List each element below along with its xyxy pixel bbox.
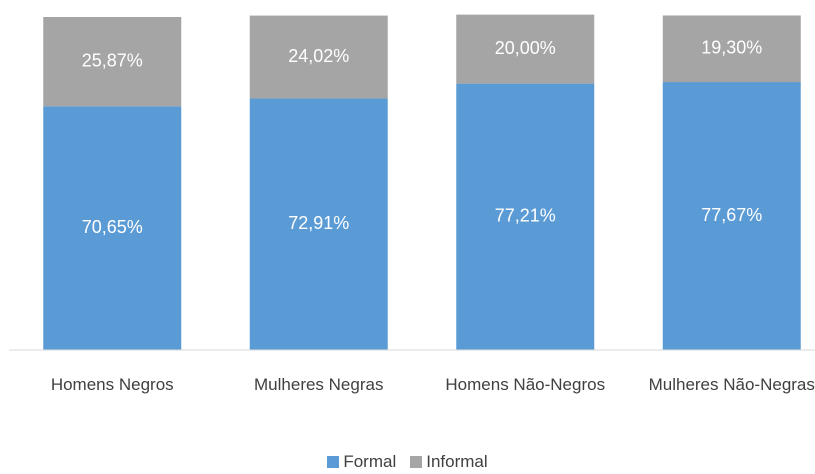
data-label: 72,91% [288, 213, 349, 233]
data-label: 20,00% [495, 38, 556, 58]
x-tick-label: Homens Não-Negros [445, 375, 606, 394]
bar-segment [662, 82, 801, 350]
legend-label: Formal [343, 452, 397, 471]
legend-item: Formal [327, 452, 396, 472]
data-label: 19,30% [701, 37, 762, 57]
data-label: 70,65% [82, 217, 143, 237]
x-tick-label: Homens Negros [50, 375, 174, 394]
bar-segment [249, 98, 388, 350]
legend-swatch [327, 456, 340, 468]
data-label: 25,87% [82, 50, 143, 70]
x-tick-label: Mulheres Não-Negras [648, 375, 815, 394]
legend-item: Informal [410, 452, 488, 472]
bar-segment [456, 14, 595, 84]
x-tick-label: Mulheres Negras [254, 375, 384, 394]
bar-segment [662, 15, 801, 83]
legend: Formal Informal [0, 452, 815, 472]
data-label: 77,67% [701, 205, 762, 225]
bar-segment [249, 15, 388, 99]
data-label: 77,21% [495, 206, 556, 226]
legend-label: Informal [426, 452, 488, 471]
data-label: 24,02% [288, 46, 349, 66]
bar-segment [43, 17, 182, 107]
bar-segment [43, 106, 182, 350]
bar-segment [456, 83, 595, 351]
legend-swatch [410, 456, 423, 468]
